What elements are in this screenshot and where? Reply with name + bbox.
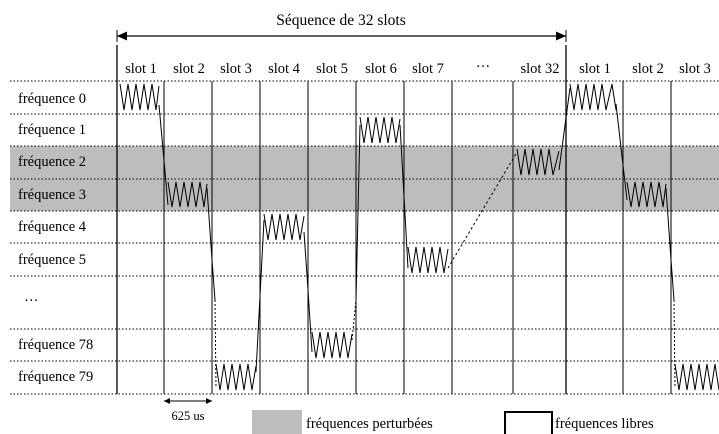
- burst-slot-32-f2: [516, 148, 560, 176]
- slot-label: slot 3: [679, 61, 711, 77]
- legend-free-swatch: [504, 411, 553, 434]
- frequency-label: fréquence 79: [18, 369, 93, 385]
- frequency-label: fréquence 2: [18, 154, 86, 170]
- frequency-labels: fréquence 0 fréquence 1 fréquence 2 fréq…: [18, 91, 93, 385]
- burst-slot-3b-f79: [674, 363, 719, 391]
- frequency-label: fréquence 4: [18, 219, 87, 235]
- burst-slot-5-f78: [311, 331, 353, 359]
- burst-slot-4-f4: [263, 213, 305, 241]
- slot-label: slot 4: [268, 61, 301, 77]
- slot-label: slot 7: [412, 61, 444, 77]
- perturbed-band-frequency-2: [10, 146, 719, 179]
- burst-slot-3-f79: [215, 363, 257, 391]
- duration-marker: 625 us: [164, 398, 212, 423]
- slot-label: slot 3: [220, 61, 252, 77]
- signal-bursts: [119, 83, 719, 391]
- frequency-label: fréquence 0: [18, 91, 86, 107]
- slot-label: slot 32: [520, 61, 559, 77]
- slot-label: slot 5: [316, 61, 348, 77]
- burst-slot-7-f5: [407, 246, 449, 274]
- legend: fréquences perturbées fréquences libres: [252, 410, 654, 434]
- frequency-label-ellipsis: ···: [24, 293, 39, 309]
- sequence-span-arrow: [116, 30, 567, 42]
- hop-transitions: [158, 87, 676, 389]
- slot-label: slot 2: [632, 61, 664, 77]
- slot-label: slot 1: [125, 61, 157, 77]
- duration-label: 625 us: [172, 409, 205, 423]
- legend-free-label: fréquences libres: [555, 416, 654, 432]
- row-grid-lines: [10, 80, 719, 395]
- frequency-label: fréquence 78: [18, 337, 93, 353]
- slot-labels: slot 1 slot 2 slot 3 slot 4 slot 5 slot …: [125, 59, 711, 77]
- slot-label-ellipsis: ···: [476, 59, 491, 75]
- slot-label: slot 1: [579, 61, 611, 77]
- frequency-label: fréquence 1: [18, 122, 86, 138]
- burst-slot-2-f3: [167, 181, 208, 208]
- slot-label: slot 6: [365, 61, 397, 77]
- burst-slot-2b-f3: [626, 181, 667, 208]
- legend-perturbed-swatch: [252, 410, 302, 434]
- frequency-label: fréquence 3: [18, 187, 86, 203]
- burst-slot-1-f0: [119, 83, 160, 111]
- slot-grid-lines: [116, 45, 672, 394]
- frequency-label: fréquence 5: [18, 252, 86, 268]
- perturbed-band-frequency-3: [10, 179, 719, 211]
- sequence-title: Séquence de 32 slots: [276, 12, 406, 29]
- burst-slot-1b-f0: [569, 83, 617, 111]
- slot-label: slot 2: [173, 61, 205, 77]
- legend-perturbed-label: fréquences perturbées: [306, 416, 433, 432]
- burst-slot-6-f1: [359, 116, 401, 144]
